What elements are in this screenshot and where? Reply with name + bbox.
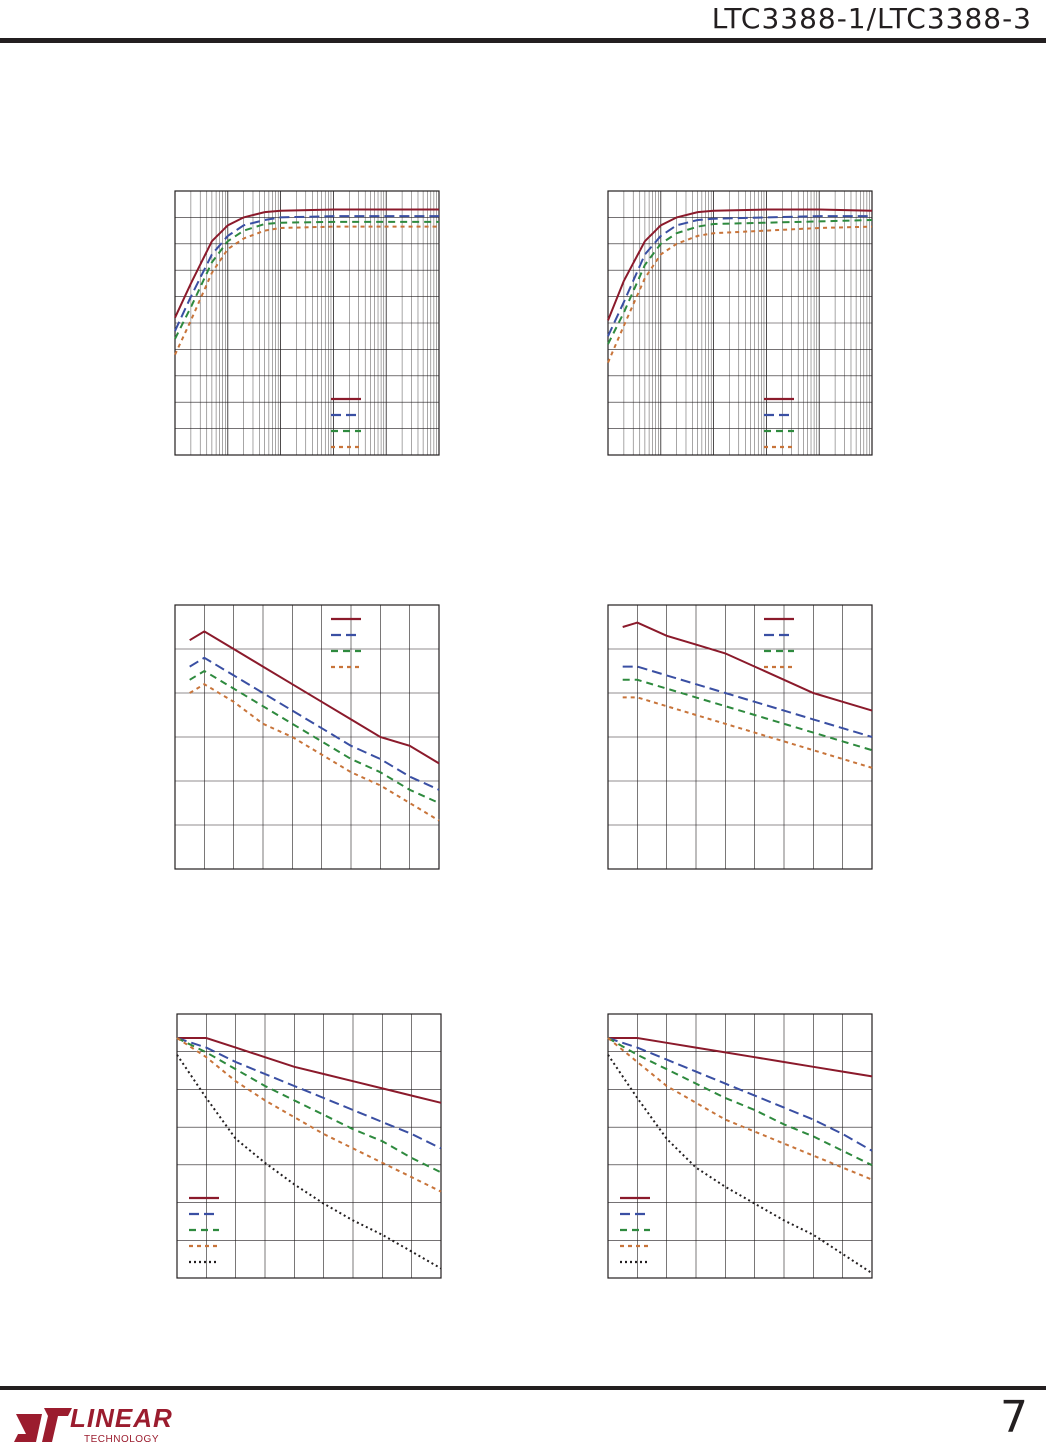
series-line-3 <box>607 219 873 345</box>
plot-frame <box>176 1013 442 1279</box>
series-line-5 <box>607 1054 873 1275</box>
series-line-2 <box>622 665 873 738</box>
series-line-1 <box>607 208 873 321</box>
line-chart-6 <box>607 1013 873 1279</box>
line-chart-5 <box>176 1013 442 1279</box>
series-line-2 <box>176 1037 442 1150</box>
plot-frame <box>607 1013 873 1279</box>
series-line-1 <box>177 1037 442 1104</box>
series-line-4 <box>607 225 873 363</box>
line-chart-4 <box>607 604 873 870</box>
series-line-1 <box>174 208 439 319</box>
header-rule <box>0 38 1046 43</box>
series-line-2 <box>607 1037 873 1152</box>
series-line-4 <box>176 1037 442 1193</box>
efficiency-chart-2 <box>607 190 873 456</box>
series-line-4 <box>189 683 440 822</box>
logo-subtitle: TECHNOLOGY <box>84 1434 160 1445</box>
series-line-1 <box>189 630 440 765</box>
series-line-1 <box>608 1037 873 1078</box>
footer-rule <box>0 1386 1046 1390</box>
series-line-4 <box>622 696 873 769</box>
line-chart-3 <box>174 604 440 870</box>
page-number: 7 <box>1000 1392 1028 1443</box>
series-line-3 <box>189 669 440 804</box>
legend <box>764 617 794 669</box>
series-line-5 <box>176 1054 442 1270</box>
series-line-3 <box>607 1037 873 1167</box>
legend <box>331 397 361 449</box>
series-line-2 <box>607 215 872 337</box>
series-line-4 <box>174 225 439 356</box>
efficiency-chart-1 <box>174 190 440 456</box>
legend <box>189 1196 219 1264</box>
legend <box>764 397 794 449</box>
series-line-2 <box>174 215 439 332</box>
legend <box>620 1196 650 1264</box>
logo-wordmark: LINEAR <box>70 1403 173 1433</box>
series-line-3 <box>176 1037 442 1174</box>
page-header-title: LTC3388-1/LTC3388-3 <box>711 2 1032 35</box>
legend <box>331 617 361 669</box>
linear-logo-icon <box>14 1408 72 1442</box>
series-line-2 <box>189 656 440 791</box>
series-line-3 <box>174 220 439 340</box>
series-line-3 <box>622 678 873 752</box>
series-line-1 <box>622 621 873 712</box>
series-line-4 <box>607 1037 873 1181</box>
